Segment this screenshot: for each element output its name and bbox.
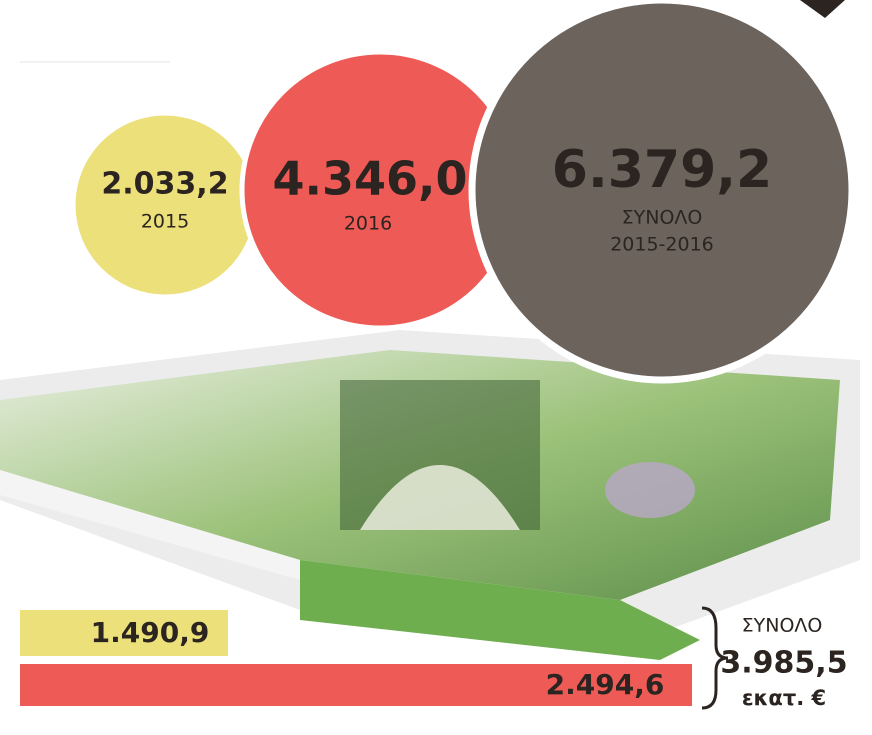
bubble-sublabel: 2015-2016	[610, 234, 714, 256]
bar-value: 2.494,6	[546, 668, 665, 701]
bar-value: 1.490,9	[91, 616, 210, 649]
infographic: 2.033,2 2015 4.346,0 2016 6.379,2 ΣΥΝΟΛΟ…	[0, 0, 872, 735]
bubble-value: 2.033,2	[101, 167, 228, 202]
bubble-label: 2016	[344, 213, 392, 235]
corner-mark	[800, 0, 845, 18]
page: 2.033,2 2015 4.346,0 2016 6.379,2 ΣΥΝΟΛΟ…	[0, 0, 872, 735]
bubble-value: 4.346,0	[273, 152, 468, 206]
bubble-value: 6.379,2	[552, 140, 772, 200]
bubble	[73, 113, 257, 297]
bubble-label: 2015	[141, 211, 189, 233]
total-unit: εκατ. €	[742, 686, 826, 710]
total-value: 3.985,5	[720, 646, 847, 681]
total-label: ΣΥΝΟΛΟ	[742, 615, 823, 637]
bubble-label: ΣΥΝΟΛΟ	[622, 207, 703, 229]
